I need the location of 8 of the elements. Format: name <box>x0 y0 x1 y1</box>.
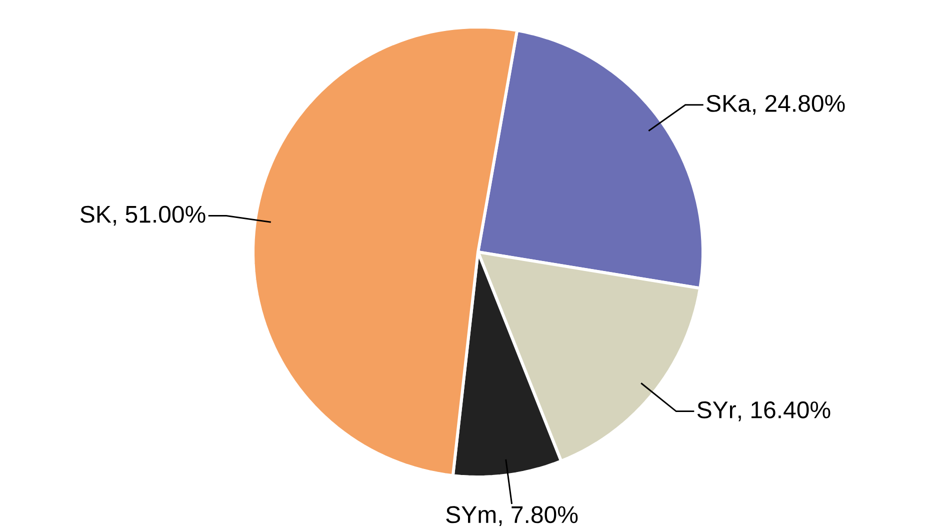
slice-label: SKa <box>706 94 751 112</box>
slice-label: SYm <box>446 506 496 524</box>
slice-label: SK <box>80 206 112 223</box>
data-label: , 7.80% <box>499 506 578 526</box>
data-label: , 24.80% <box>753 94 845 115</box>
data-label: , 51.00% <box>114 206 206 226</box>
data-label: , 16.40% <box>738 401 830 422</box>
slice-label: SYr <box>697 401 736 418</box>
